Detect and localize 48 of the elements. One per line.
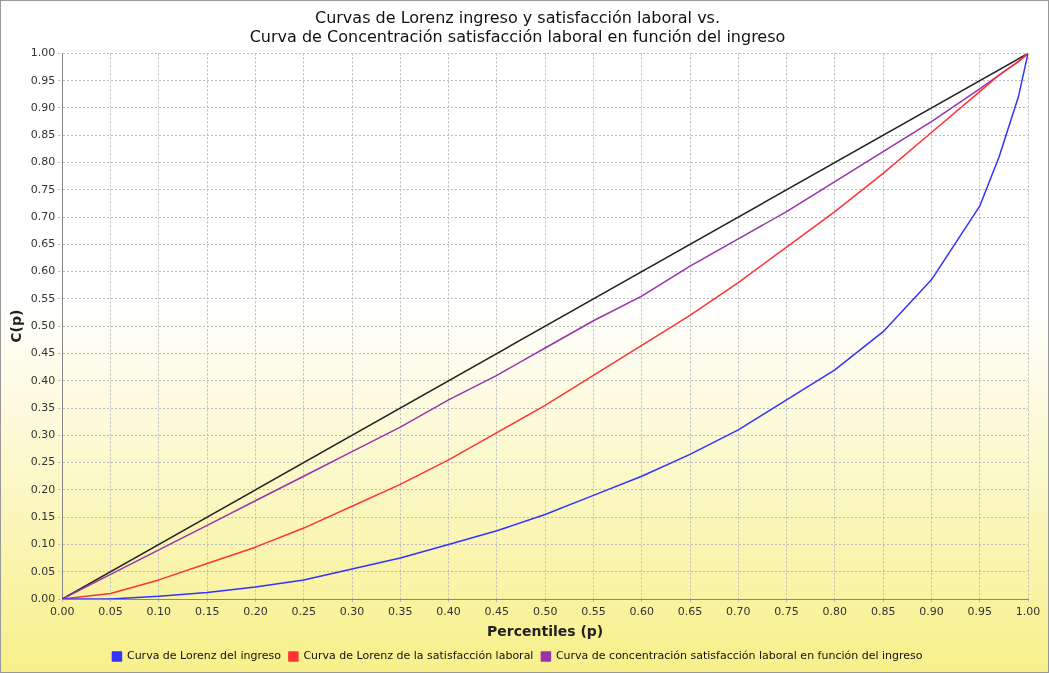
y-tick-label: 0.85 xyxy=(30,128,56,142)
y-tick-label: 0.50 xyxy=(30,319,56,333)
y-tick-label: 0.05 xyxy=(30,564,56,578)
x-tick-label: 0.05 xyxy=(98,605,123,619)
y-tick-label: 0.65 xyxy=(30,237,56,251)
chart-title: Curvas de Lorenz ingreso y satisfacción laboral vs. Curva de Concentración satisfacción laboral en función del ingreso xyxy=(249,7,786,46)
x-tick-label: 0.30 xyxy=(339,605,365,619)
x-tick-label: 0.10 xyxy=(146,605,172,619)
y-tick-label: 0.40 xyxy=(30,373,56,387)
y-tick-label: 1.00 xyxy=(30,46,56,60)
y-tick-label: 0.10 xyxy=(30,537,56,551)
legend-label: Curva de Lorenz de la satisfacción laboral xyxy=(303,649,534,663)
y-tick-label: 0.20 xyxy=(30,482,56,496)
x-tick-label: 0.50 xyxy=(532,605,558,619)
x-tick-label: 1.00 xyxy=(1015,605,1041,619)
x-tick-label: 0.60 xyxy=(629,605,654,619)
y-tick-label: 0.15 xyxy=(30,510,56,524)
x-axis-title: Percentiles (p) xyxy=(487,623,604,640)
y-tick-label: 0.55 xyxy=(30,291,56,305)
x-tick-label: 0.45 xyxy=(484,605,510,619)
x-tick-label: 0.00 xyxy=(50,605,75,619)
x-tick-label: 0.75 xyxy=(774,605,799,619)
y-tick-label: 0.45 xyxy=(30,346,56,360)
x-tick-label: 0.80 xyxy=(822,605,848,619)
legend-label: Curva de Lorenz del ingreso xyxy=(126,649,282,663)
y-tick-label: 0.60 xyxy=(30,264,56,278)
x-tick-label: 0.55 xyxy=(581,605,606,619)
x-tick-label: 0.65 xyxy=(677,605,703,619)
x-tick-label: 0.15 xyxy=(194,605,220,619)
x-tick-label: 0.20 xyxy=(243,605,268,619)
x-tick-label: 0.90 xyxy=(919,605,944,619)
y-tick-label: 0.90 xyxy=(30,100,56,114)
y-tick-label: 0.80 xyxy=(30,155,56,169)
legend-label: Curva de concentración satisfacción laboral en función del ingreso xyxy=(555,649,923,663)
x-tick-label: 0.40 xyxy=(436,605,461,619)
y-tick-label: 0.00 xyxy=(30,591,56,605)
x-tick-label: 0.95 xyxy=(967,605,992,619)
x-tick-label: 0.70 xyxy=(726,605,751,619)
y-axis-title: C(p) xyxy=(8,309,25,343)
y-tick-label: 0.25 xyxy=(30,455,56,469)
x-tick-label: 0.85 xyxy=(870,605,896,619)
y-tick-label: 0.75 xyxy=(30,182,56,196)
y-tick-label: 0.35 xyxy=(30,400,56,414)
y-tick-label: 0.70 xyxy=(30,209,56,223)
x-tick-label: 0.25 xyxy=(291,605,316,619)
y-tick-label: 0.95 xyxy=(30,73,56,87)
x-tick-label: 0.35 xyxy=(388,605,413,619)
y-tick-label: 0.30 xyxy=(30,428,56,442)
